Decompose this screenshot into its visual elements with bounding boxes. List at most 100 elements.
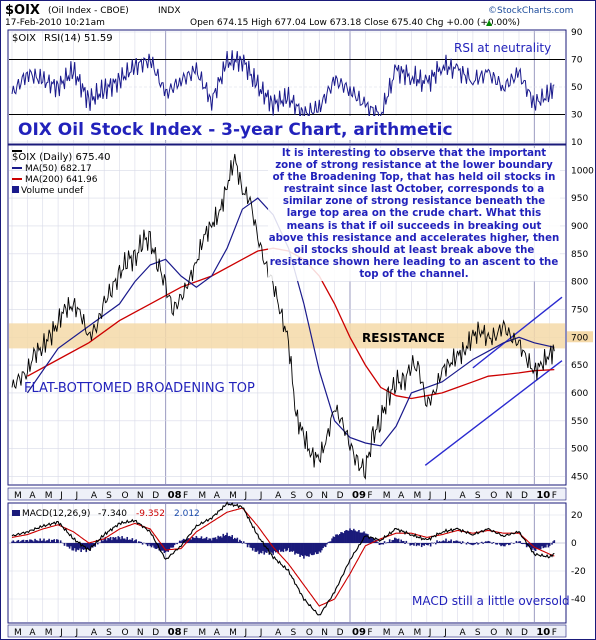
macd-hist-bar: [452, 540, 455, 543]
macd-hist-bar: [57, 539, 59, 543]
macd-hist-bar: [286, 543, 289, 551]
macd-hist-bar: [318, 543, 321, 552]
macd-hist-bar: [31, 540, 34, 543]
macd-hist-bar: [102, 541, 104, 543]
macd-hist-bar: [308, 543, 310, 557]
macd-hist-bar: [351, 530, 354, 543]
macd-hist-bar: [217, 535, 219, 543]
macd-hist-bar: [107, 537, 109, 543]
macd-hist-bar: [455, 540, 458, 543]
macd-hist-bar: [81, 543, 84, 550]
x-axis-label: S: [475, 628, 481, 638]
macd-hist-bar: [321, 543, 323, 551]
macd-hist-bar: [359, 532, 362, 543]
x-axis-label: M: [413, 628, 421, 638]
macd-hist-bar: [96, 543, 99, 545]
macd-hist-bar: [391, 540, 394, 543]
macd-hist-bar: [159, 543, 162, 552]
macd-hist-bar: [149, 543, 152, 547]
price-tick-label: 500: [571, 445, 588, 455]
macd-hist-bar: [459, 541, 461, 543]
macd-hist-bar: [520, 543, 523, 544]
macd-hist-bar: [282, 543, 285, 553]
x-axis-label: J: [59, 491, 63, 501]
macd-hist-bar: [290, 543, 292, 552]
macd-hist-bar: [271, 543, 273, 553]
macd-hist-bar: [132, 541, 135, 543]
macd-hist-bar: [254, 543, 257, 552]
macd-hist-bar: [287, 543, 290, 549]
macd-hist-bar: [225, 535, 227, 543]
x-axis-label: S: [291, 628, 297, 638]
legend-ma200-swatch: [12, 178, 22, 180]
macd-hist-bar: [338, 534, 341, 543]
macd-hist-bar: [88, 543, 90, 550]
macd-hist-bar: [35, 540, 38, 543]
macd-hist-bar: [99, 542, 102, 543]
macd-tick-label: -40: [571, 595, 586, 605]
macd-hist-bar: [377, 542, 379, 543]
change-up-arrow-icon: ▲: [486, 18, 493, 27]
macd-hist-bar: [368, 537, 370, 543]
macd-hist-bar: [472, 543, 474, 546]
rsi-panel: 90 70 50 30 10 $OIX RSI(14) 51.59 RSI at neu…: [7, 28, 583, 148]
x-axis-label: S: [106, 628, 112, 638]
x-axis-band: [7, 487, 567, 501]
macd-hist-bar: [354, 530, 356, 543]
ma200-line: [27, 247, 555, 400]
x-axis-label: M: [229, 628, 237, 638]
x-axis-label: 09: [352, 490, 366, 501]
macd-hist-bar: [367, 534, 369, 543]
x-axis-label: M: [383, 628, 391, 638]
macd-hist-bar: [248, 543, 250, 545]
macd-hist-bar: [210, 540, 213, 543]
macd-hist-bar: [331, 538, 333, 543]
legend-volume: Volume undef: [21, 186, 84, 196]
x-axis-label: O: [306, 491, 313, 501]
macd-hist-bar: [390, 542, 392, 543]
macd-hist-bar: [423, 543, 426, 546]
price-tick-label: 950: [571, 194, 588, 204]
macd-hist-bar: [168, 543, 171, 550]
x-axis-label: F: [367, 628, 372, 638]
macd-legend-hist: 2.012: [174, 509, 200, 519]
macd-hist-bar: [294, 543, 296, 555]
x-axis-label: D: [152, 628, 159, 638]
x-axis-label: A: [398, 628, 405, 638]
macd-hist-bar: [386, 542, 388, 543]
price-tick-label: 450: [571, 472, 588, 482]
price-axis: 1000 950 900 850 800 750 700 650 600 550 500 450: [567, 166, 594, 482]
macd-hist-bar: [205, 536, 208, 543]
rsi-tick-label: 90: [571, 28, 583, 38]
macd-hist-bar: [114, 537, 117, 543]
macd-hist-bar: [221, 537, 223, 543]
macd-hist-bar: [551, 543, 553, 545]
macd-hist-bar: [501, 543, 504, 546]
x-axis-label: O: [306, 628, 313, 638]
macd-hist-bar: [332, 536, 335, 543]
macd-hist-bar: [411, 543, 414, 545]
x-axis-label: M: [45, 628, 53, 638]
macd-hist-bar: [72, 543, 75, 551]
rsi-tick-label: 30: [571, 111, 583, 121]
macd-hist-bar: [365, 533, 368, 543]
macd-hist-bar: [529, 543, 532, 548]
macd-hist-bar: [122, 538, 125, 543]
macd-hist-bar: [236, 537, 239, 543]
macd-hist-bar: [383, 541, 386, 543]
x-axis-label: A: [29, 628, 36, 638]
macd-hist-bar: [272, 543, 274, 555]
macd-hist-bar: [538, 543, 541, 549]
x-axis-label: J: [243, 628, 247, 638]
macd-hist-bar: [24, 541, 26, 543]
macd-hist-bar: [447, 540, 450, 543]
macd-hist-bar: [505, 543, 507, 545]
resistance-zone: [9, 323, 565, 349]
channel-lower-line: [424, 360, 563, 466]
macd-hist-bar: [310, 543, 313, 556]
macd-hist-bar: [141, 543, 144, 545]
macd-hist-bar: [281, 543, 283, 552]
header-name: (Oil Index - CBOE): [48, 6, 129, 16]
macd-hist-bar: [264, 543, 267, 553]
macd-hist-bar: [473, 543, 475, 545]
